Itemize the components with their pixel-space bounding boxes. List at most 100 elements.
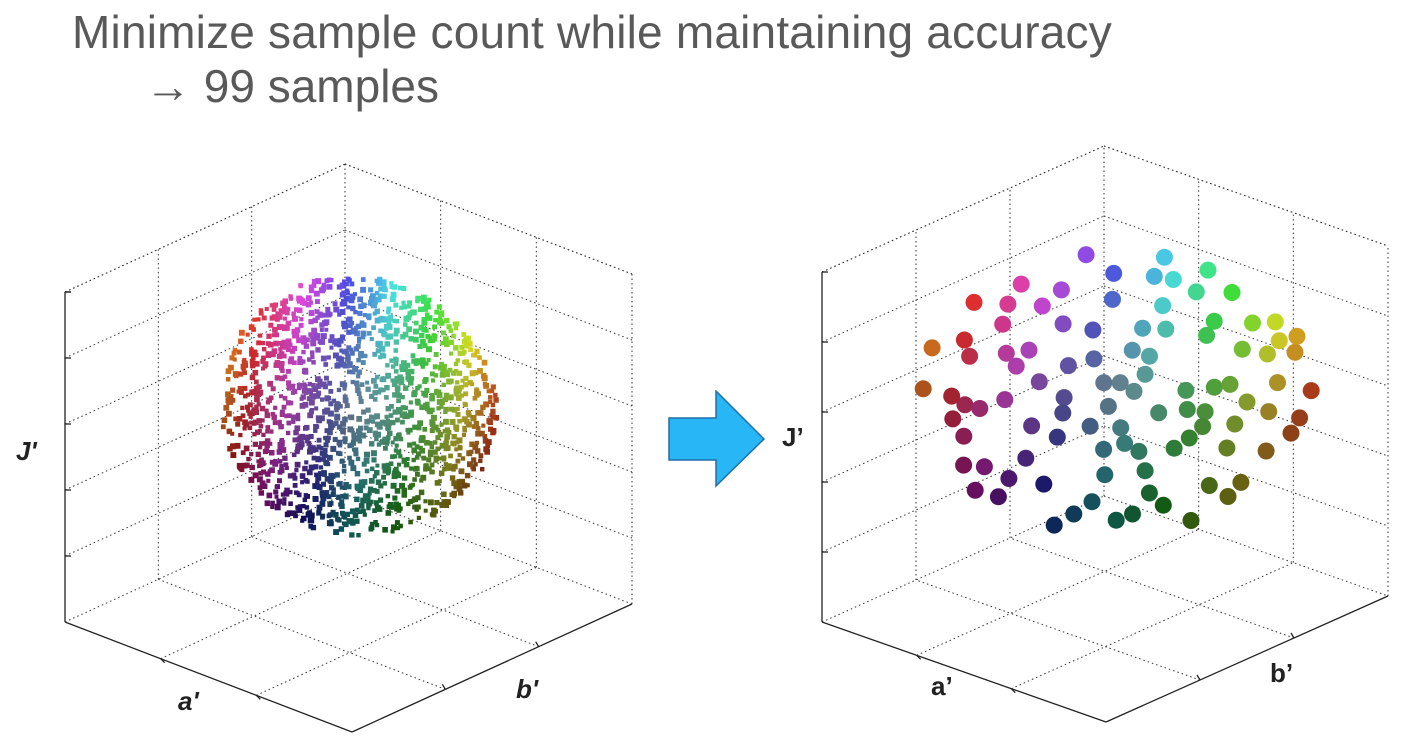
sample-point <box>975 458 993 476</box>
sample-point <box>337 451 343 457</box>
sample-point <box>291 311 296 317</box>
sample-point <box>372 474 377 479</box>
sample-point <box>371 302 378 309</box>
sample-point <box>406 326 412 332</box>
sample-point <box>381 284 387 289</box>
sample-point <box>286 420 292 426</box>
sample-point <box>283 490 290 497</box>
sample-point <box>372 390 378 396</box>
sample-point <box>245 404 250 410</box>
sample-point <box>272 420 278 426</box>
sample-point <box>226 410 232 417</box>
sample-point <box>293 513 298 519</box>
sample-point <box>426 315 433 321</box>
sample-point <box>475 389 480 394</box>
sample-point <box>225 391 231 398</box>
sample-point <box>330 491 336 497</box>
sample-point <box>381 353 387 359</box>
sample-point <box>965 293 983 311</box>
sample-point <box>298 322 304 328</box>
sample-point <box>286 368 291 374</box>
sample-point <box>424 312 430 317</box>
sample-point <box>403 322 408 327</box>
sample-point <box>287 386 292 391</box>
sample-point <box>361 461 367 467</box>
sample-point <box>261 432 266 437</box>
sample-point <box>366 506 371 511</box>
sample-point <box>318 465 324 470</box>
sample-point <box>395 417 400 423</box>
sample-point <box>461 433 466 438</box>
sample-point <box>408 336 414 342</box>
sample-point <box>236 416 243 422</box>
sample-point <box>414 455 420 460</box>
sample-point <box>453 345 459 351</box>
sample-point <box>372 311 377 316</box>
sample-point <box>385 363 390 368</box>
sample-point <box>463 402 468 408</box>
sample-point <box>242 419 248 426</box>
sample-point <box>308 524 314 529</box>
sample-point <box>299 317 304 322</box>
sample-point <box>375 348 381 354</box>
sample-point <box>484 449 490 455</box>
sample-point <box>461 416 468 423</box>
sample-point <box>377 506 383 512</box>
sample-point <box>442 336 449 343</box>
sample-point <box>287 413 292 418</box>
sample-point <box>395 472 401 479</box>
sample-point <box>344 349 349 354</box>
sample-point <box>303 369 309 375</box>
sample-point <box>451 370 456 376</box>
sample-point <box>373 430 378 436</box>
sample-point <box>258 423 264 429</box>
sample-point <box>401 458 407 464</box>
sample-point <box>396 406 401 412</box>
sample-point <box>1223 284 1241 301</box>
sample-point <box>483 383 489 389</box>
sample-point <box>265 341 271 346</box>
sample-point <box>442 457 447 462</box>
sample-point <box>371 378 377 384</box>
sample-point <box>364 468 370 474</box>
sample-point <box>316 484 323 490</box>
sample-point <box>375 431 381 438</box>
sample-point <box>393 454 398 459</box>
sample-point <box>255 429 261 435</box>
sample-point <box>374 317 381 324</box>
sample-point <box>471 466 476 472</box>
sample-point <box>388 461 394 467</box>
sample-point <box>350 327 357 334</box>
sample-point <box>427 338 433 344</box>
sample-point <box>453 368 459 374</box>
sample-point <box>401 492 408 498</box>
sample-point <box>420 338 426 345</box>
sample-point <box>315 480 320 486</box>
sample-point <box>422 427 428 432</box>
sample-point <box>394 520 400 526</box>
sample-point <box>286 320 292 326</box>
sample-point <box>221 417 228 423</box>
sample-point <box>412 424 418 430</box>
sample-point <box>1199 261 1217 279</box>
sample-point <box>393 339 399 345</box>
sample-point <box>386 306 392 312</box>
sample-point <box>266 492 273 499</box>
sample-point <box>390 482 397 489</box>
sample-point <box>373 520 378 525</box>
sample-point <box>449 419 456 425</box>
sample-point <box>444 341 450 347</box>
sample-point <box>349 281 355 287</box>
sample-point <box>356 369 362 375</box>
sample-point <box>416 358 423 365</box>
sample-point <box>268 322 274 328</box>
sample-point <box>405 362 411 368</box>
sample-point <box>281 339 287 345</box>
sample-point <box>339 485 344 490</box>
sample-point <box>345 357 350 362</box>
sample-point <box>403 385 409 391</box>
sample-point <box>368 299 374 306</box>
axis-tick <box>916 654 922 660</box>
sample-point <box>372 351 378 357</box>
sample-point <box>368 287 374 293</box>
